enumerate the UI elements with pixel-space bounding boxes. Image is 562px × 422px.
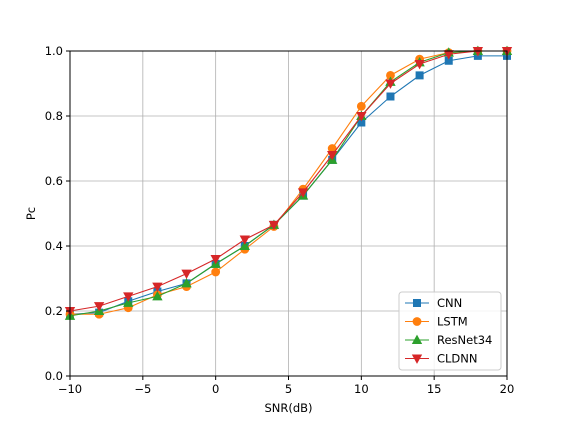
data-point-cnn xyxy=(386,92,395,101)
x-axis-ticks: −10 −5 0 5 10 15 20 xyxy=(58,376,514,396)
legend-marker xyxy=(411,334,423,345)
data-point-resnet34 xyxy=(123,297,134,307)
data-point-cldnn xyxy=(239,235,250,245)
data-point-lstm xyxy=(211,267,221,277)
y-tick-label: 0.6 xyxy=(45,174,63,188)
legend-marker xyxy=(411,354,423,364)
series-line-resnet34 xyxy=(69,50,507,317)
legend-label: LSTM xyxy=(437,315,468,329)
data-point-cldnn xyxy=(414,60,425,70)
y-tick-label: 0.8 xyxy=(45,109,63,123)
legend-item-cnn: CNN xyxy=(405,296,462,310)
legend-box xyxy=(398,291,502,371)
legend-marker xyxy=(412,298,421,307)
data-point-cldnn xyxy=(356,112,367,122)
data-point-cldnn xyxy=(297,188,309,198)
series-line-cldnn xyxy=(69,50,507,312)
series-layer xyxy=(64,45,513,320)
y-tick-label: 0.2 xyxy=(45,304,63,318)
legend-item-lstm: LSTM xyxy=(405,315,468,329)
data-point-resnet34 xyxy=(239,240,250,251)
data-point-cldnn xyxy=(268,220,280,231)
legend-marker xyxy=(412,317,422,326)
x-tick-label: 5 xyxy=(285,382,292,396)
data-point-cldnn xyxy=(93,302,105,312)
x-tick-label: 0 xyxy=(212,382,219,396)
data-point-cldnn xyxy=(385,79,396,89)
y-tick-label: 0.4 xyxy=(45,239,63,253)
data-point-resnet34 xyxy=(152,291,163,301)
legend-label: CNN xyxy=(437,296,462,310)
data-point-cnn xyxy=(415,71,424,80)
y-axis-label: Pc xyxy=(24,207,38,220)
data-point-cldnn xyxy=(181,269,192,279)
y-tick-label: 0.0 xyxy=(45,369,63,383)
legend: CNN LSTM ResNet34 CLDNN xyxy=(398,291,502,371)
legend-item-cldnn: CLDNN xyxy=(405,352,478,366)
data-point-cldnn xyxy=(327,150,338,161)
y-tick-label: 1.0 xyxy=(45,44,63,58)
data-point-lstm xyxy=(356,101,366,111)
x-axis-label: SNR(dB) xyxy=(264,401,312,415)
y-axis-ticks: 0.0 0.2 0.4 0.6 0.8 1.0 xyxy=(45,44,70,383)
data-point-cldnn xyxy=(210,254,221,265)
data-point-cldnn xyxy=(152,282,163,292)
legend-item-resnet34: ResNet34 xyxy=(405,333,492,347)
data-point-resnet34 xyxy=(181,278,192,288)
series-cldnn xyxy=(64,47,513,317)
data-point-cldnn xyxy=(123,292,134,302)
x-tick-label: 15 xyxy=(427,382,442,396)
x-tick-label: 10 xyxy=(354,382,369,396)
x-tick-label: −5 xyxy=(134,382,151,396)
legend-label: CLDNN xyxy=(437,352,478,366)
x-tick-label: 20 xyxy=(500,382,515,396)
legend-label: ResNet34 xyxy=(437,333,492,347)
x-tick-label: −10 xyxy=(58,382,82,396)
